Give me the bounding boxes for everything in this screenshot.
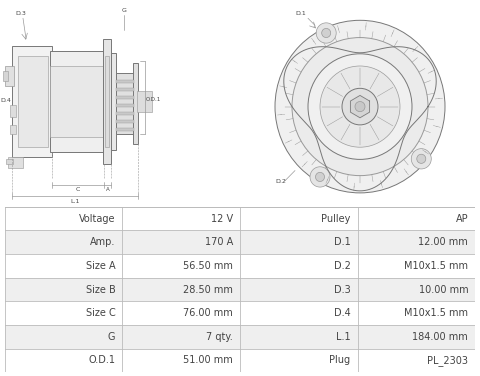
- Text: L.1: L.1: [336, 332, 350, 342]
- Text: D.3: D.3: [334, 285, 350, 294]
- Text: D.4: D.4: [334, 308, 350, 318]
- Text: D.2: D.2: [334, 261, 350, 271]
- Bar: [10, 125, 16, 134]
- Bar: [5, 66, 14, 86]
- Bar: [5, 301, 475, 325]
- Bar: [105, 56, 109, 147]
- Bar: [116, 104, 134, 107]
- Polygon shape: [350, 96, 370, 118]
- Text: A: A: [106, 187, 109, 192]
- Text: 184.00 mm: 184.00 mm: [412, 332, 468, 342]
- Bar: [5, 325, 475, 349]
- Circle shape: [322, 29, 331, 38]
- Bar: [18, 56, 48, 147]
- Text: C: C: [76, 187, 80, 192]
- Circle shape: [315, 172, 324, 182]
- Bar: [116, 120, 134, 123]
- Text: Size B: Size B: [85, 285, 115, 294]
- Circle shape: [342, 88, 378, 125]
- Bar: [5, 278, 475, 301]
- Circle shape: [292, 38, 428, 176]
- Text: L.1: L.1: [70, 199, 80, 203]
- Circle shape: [320, 66, 400, 147]
- Text: O.D.1: O.D.1: [88, 355, 115, 365]
- Bar: [50, 51, 105, 152]
- Text: 51.00 mm: 51.00 mm: [183, 355, 233, 365]
- Bar: [116, 112, 134, 115]
- Bar: [111, 53, 116, 150]
- Bar: [103, 39, 111, 164]
- Bar: [116, 88, 134, 91]
- Text: D.2: D.2: [275, 179, 286, 184]
- Text: 28.50 mm: 28.50 mm: [183, 285, 233, 294]
- Text: 10.00 mm: 10.00 mm: [419, 285, 468, 294]
- Bar: [12, 45, 52, 157]
- Circle shape: [310, 167, 330, 187]
- Polygon shape: [284, 47, 436, 191]
- Text: 12 V: 12 V: [211, 214, 233, 224]
- Text: G: G: [121, 8, 126, 13]
- Bar: [5, 230, 475, 254]
- Bar: [3, 71, 8, 81]
- Text: Plug: Plug: [329, 355, 350, 365]
- Bar: [50, 66, 105, 137]
- Circle shape: [275, 20, 445, 193]
- Bar: [116, 128, 134, 131]
- Bar: [6, 159, 13, 164]
- Bar: [116, 96, 134, 99]
- Circle shape: [417, 154, 426, 163]
- Bar: [133, 63, 138, 144]
- Text: 56.50 mm: 56.50 mm: [183, 261, 233, 271]
- Text: 170 A: 170 A: [204, 237, 233, 247]
- Bar: [116, 80, 134, 83]
- Text: Amp.: Amp.: [90, 237, 115, 247]
- Text: M10x1.5 mm: M10x1.5 mm: [404, 308, 468, 318]
- Text: Voltage: Voltage: [79, 214, 115, 224]
- Circle shape: [411, 149, 432, 169]
- Text: M10x1.5 mm: M10x1.5 mm: [404, 261, 468, 271]
- Text: O.D.1: O.D.1: [146, 97, 161, 102]
- Text: AP: AP: [456, 214, 468, 224]
- Circle shape: [355, 102, 365, 112]
- Bar: [5, 254, 475, 278]
- Text: 12.00 mm: 12.00 mm: [419, 237, 468, 247]
- Text: D.1: D.1: [334, 237, 350, 247]
- Text: G: G: [108, 332, 115, 342]
- Text: D.4: D.4: [0, 97, 11, 103]
- Text: Size C: Size C: [85, 308, 115, 318]
- Circle shape: [308, 54, 412, 159]
- Circle shape: [316, 23, 336, 43]
- Text: D.3: D.3: [15, 11, 26, 16]
- Bar: [137, 91, 152, 112]
- Bar: [10, 105, 16, 117]
- Text: Size A: Size A: [86, 261, 115, 271]
- Text: PL_2303: PL_2303: [427, 355, 468, 366]
- Text: D.1: D.1: [295, 11, 306, 16]
- Bar: [5, 349, 475, 372]
- Bar: [116, 73, 134, 134]
- Text: 76.00 mm: 76.00 mm: [183, 308, 233, 318]
- Bar: [8, 157, 23, 168]
- Text: 7 qty.: 7 qty.: [206, 332, 233, 342]
- Text: Pulley: Pulley: [321, 214, 350, 224]
- Bar: [5, 207, 475, 230]
